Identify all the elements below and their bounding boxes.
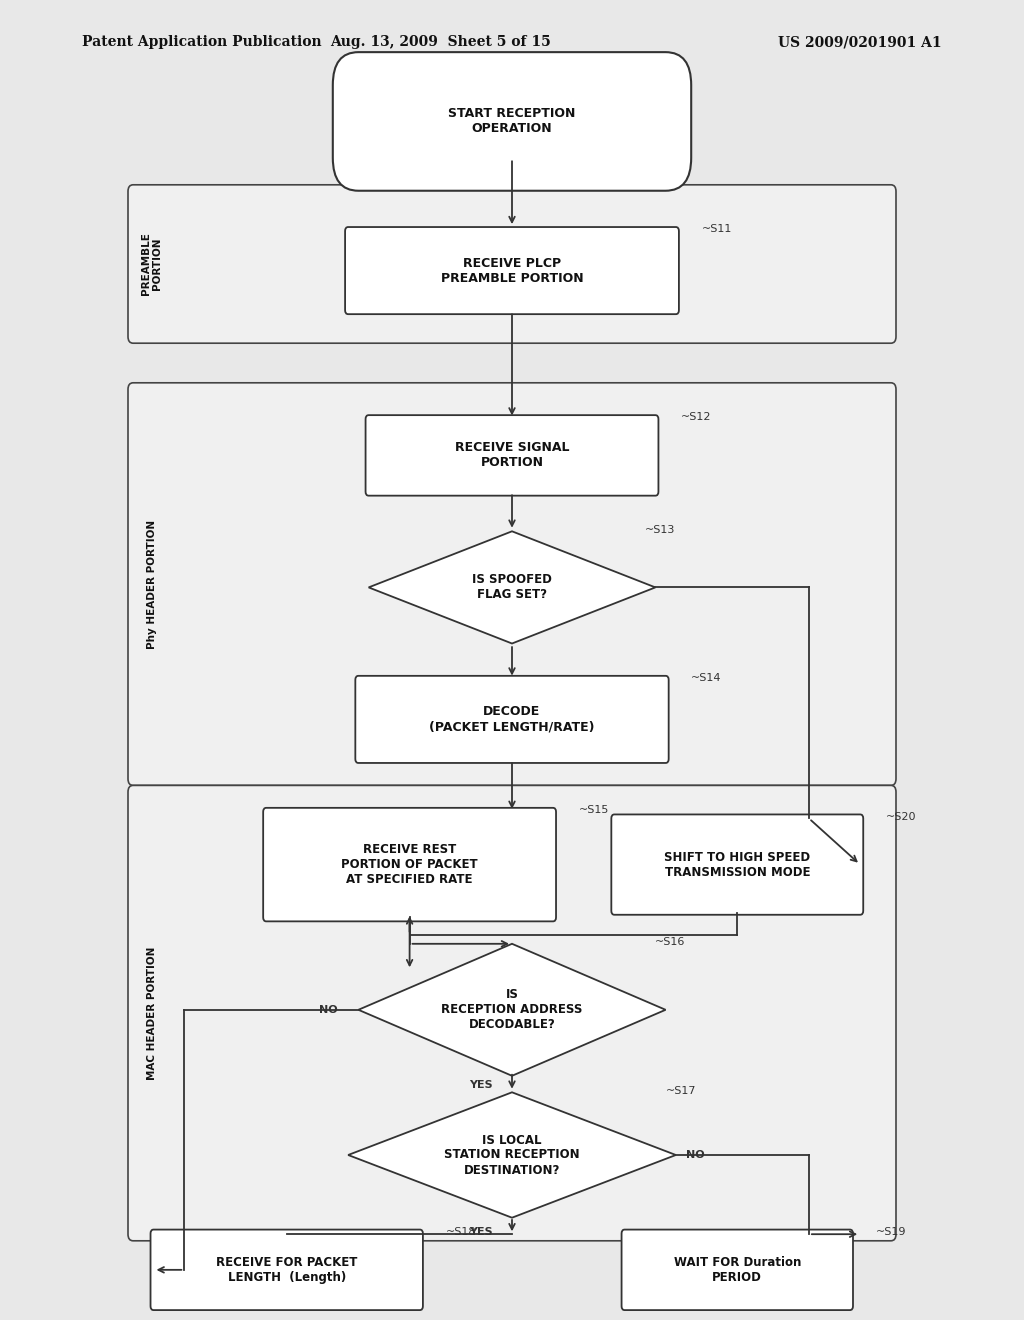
Text: PREAMBLE
PORTION: PREAMBLE PORTION — [140, 232, 163, 296]
Text: Aug. 13, 2009  Sheet 5 of 15: Aug. 13, 2009 Sheet 5 of 15 — [330, 36, 551, 49]
FancyBboxPatch shape — [151, 1230, 423, 1309]
Text: ~S20: ~S20 — [886, 812, 916, 822]
Text: SHIFT TO HIGH SPEED
TRANSMISSION MODE: SHIFT TO HIGH SPEED TRANSMISSION MODE — [665, 850, 810, 879]
Text: ~S15: ~S15 — [579, 805, 609, 816]
Text: ~S16: ~S16 — [655, 937, 686, 948]
FancyBboxPatch shape — [366, 414, 658, 495]
Text: DECODE
(PACKET LENGTH/RATE): DECODE (PACKET LENGTH/RATE) — [429, 705, 595, 734]
Text: YES: YES — [469, 1226, 494, 1237]
FancyBboxPatch shape — [333, 51, 691, 190]
Text: ~S18: ~S18 — [445, 1228, 476, 1237]
FancyBboxPatch shape — [263, 808, 556, 921]
FancyBboxPatch shape — [128, 185, 896, 343]
Text: Phy HEADER PORTION: Phy HEADER PORTION — [146, 520, 157, 648]
FancyBboxPatch shape — [622, 1230, 853, 1309]
FancyBboxPatch shape — [345, 227, 679, 314]
FancyBboxPatch shape — [128, 383, 896, 785]
Text: YES: YES — [469, 1080, 494, 1090]
Text: US 2009/0201901 A1: US 2009/0201901 A1 — [778, 36, 942, 49]
Text: Patent Application Publication: Patent Application Publication — [82, 36, 322, 49]
FancyBboxPatch shape — [611, 814, 863, 915]
FancyBboxPatch shape — [128, 785, 896, 1241]
Text: ~S17: ~S17 — [666, 1085, 696, 1096]
Text: IS
RECEPTION ADDRESS
DECODABLE?: IS RECEPTION ADDRESS DECODABLE? — [441, 989, 583, 1031]
Text: NO: NO — [319, 1005, 338, 1015]
Text: RECEIVE SIGNAL
PORTION: RECEIVE SIGNAL PORTION — [455, 441, 569, 470]
Text: ~S13: ~S13 — [645, 524, 676, 535]
Text: IS LOCAL
STATION RECEPTION
DESTINATION?: IS LOCAL STATION RECEPTION DESTINATION? — [444, 1134, 580, 1176]
Text: WAIT FOR Duration
PERIOD: WAIT FOR Duration PERIOD — [674, 1255, 801, 1284]
Text: FIG. 7: FIG. 7 — [475, 75, 549, 96]
Text: START RECEPTION
OPERATION: START RECEPTION OPERATION — [449, 107, 575, 136]
Text: MAC HEADER PORTION: MAC HEADER PORTION — [146, 946, 157, 1080]
Text: RECEIVE PLCP
PREAMBLE PORTION: RECEIVE PLCP PREAMBLE PORTION — [440, 256, 584, 285]
Text: ~S11: ~S11 — [701, 224, 732, 235]
Text: ~S19: ~S19 — [876, 1228, 906, 1237]
Text: RECEIVE FOR PACKET
LENGTH  (Length): RECEIVE FOR PACKET LENGTH (Length) — [216, 1255, 357, 1284]
Polygon shape — [348, 1093, 676, 1217]
Text: NO: NO — [686, 1150, 705, 1160]
Polygon shape — [369, 531, 655, 643]
Text: ~S14: ~S14 — [691, 673, 722, 684]
FancyBboxPatch shape — [355, 676, 669, 763]
Text: IS SPOOFED
FLAG SET?: IS SPOOFED FLAG SET? — [472, 573, 552, 602]
Polygon shape — [358, 944, 666, 1076]
Text: RECEIVE REST
PORTION OF PACKET
AT SPECIFIED RATE: RECEIVE REST PORTION OF PACKET AT SPECIF… — [341, 843, 478, 886]
Text: ~S12: ~S12 — [681, 412, 712, 422]
